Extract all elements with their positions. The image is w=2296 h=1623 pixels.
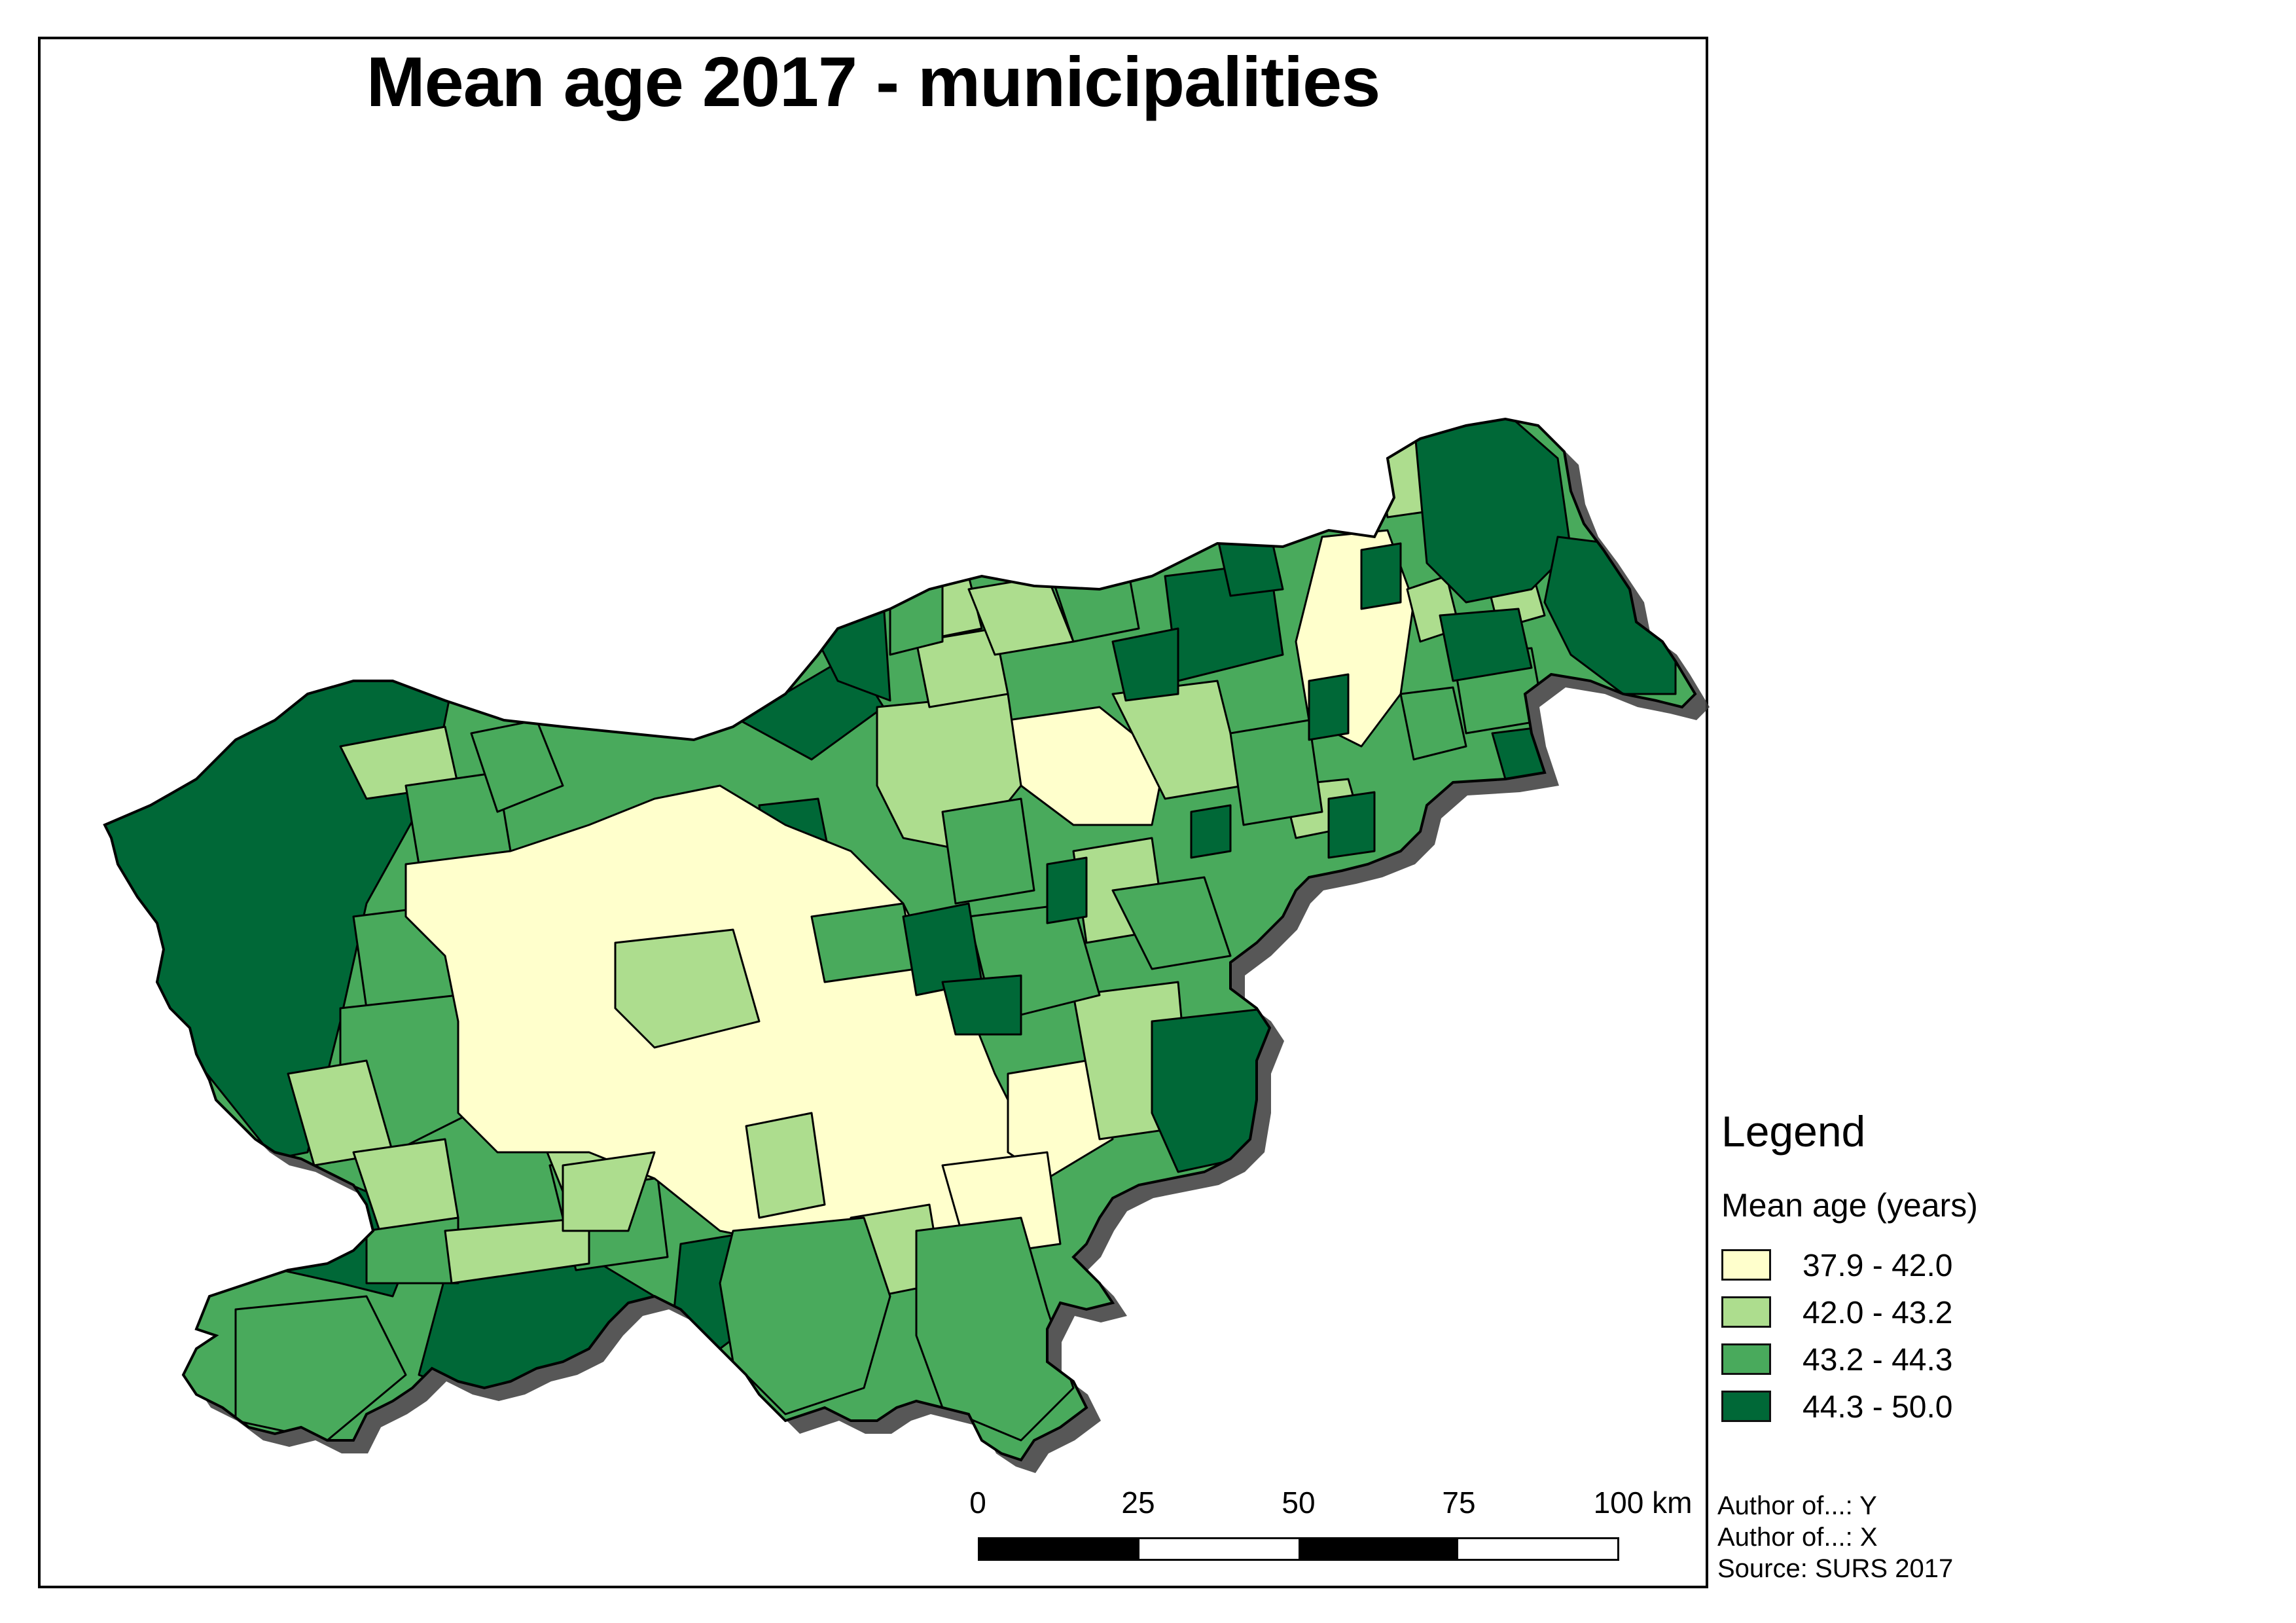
municipality-region — [1229, 719, 1323, 826]
legend-swatch — [1721, 1296, 1771, 1328]
municipality-region — [1439, 608, 1533, 682]
municipality-region — [1046, 856, 1088, 924]
scale-label: 0 — [969, 1486, 986, 1520]
municipality-region — [810, 902, 918, 983]
municipality-region — [1190, 804, 1232, 859]
legend-swatch — [1721, 1391, 1771, 1422]
municipality-region — [562, 1151, 656, 1232]
municipality-region — [470, 719, 564, 813]
scale-segment — [980, 1539, 1139, 1559]
scale-label: 100 km — [1593, 1486, 1693, 1520]
legend-heading: Legend — [1721, 1107, 1866, 1156]
municipality-region — [1007, 1059, 1114, 1180]
legend-label: 44.3 - 50.0 — [1803, 1390, 1953, 1425]
municipality-region — [915, 627, 1009, 708]
municipality-region — [941, 974, 1022, 1036]
legend-field-label: Mean age (years) — [1721, 1187, 1978, 1224]
legend-label: 37.9 - 42.0 — [1803, 1249, 1953, 1283]
municipality-region — [614, 928, 761, 1049]
credit-author-y: Author of...: Y — [1717, 1491, 1877, 1520]
legend-swatch — [1721, 1343, 1771, 1375]
scale-label: 50 — [1282, 1486, 1316, 1520]
municipality-region — [1327, 791, 1376, 859]
scale-segment — [1139, 1539, 1299, 1559]
municipality-region — [745, 1112, 826, 1219]
municipality-region — [234, 1295, 407, 1442]
municipality-region — [1399, 686, 1467, 761]
scale-segment — [1299, 1539, 1458, 1559]
legend-label: 43.2 - 44.3 — [1803, 1343, 1953, 1377]
scale-segment — [1458, 1539, 1617, 1559]
municipality-region — [719, 1216, 891, 1415]
municipality-region — [1111, 876, 1232, 970]
municipality-region — [444, 1216, 590, 1285]
scale-label: 75 — [1442, 1486, 1476, 1520]
municipality-region — [1111, 627, 1179, 702]
credit-source: Source: SURS 2017 — [1717, 1554, 1954, 1583]
scale-bar — [978, 1537, 1619, 1561]
map-title: Mean age 2017 - municipalities — [366, 42, 1381, 121]
municipality-region — [915, 1216, 1075, 1442]
legend-label: 42.0 - 43.2 — [1803, 1296, 1953, 1330]
municipality-region — [941, 797, 1035, 905]
credit-author-x: Author of...: X — [1717, 1523, 1878, 1552]
legend-swatch — [1721, 1249, 1771, 1281]
scale-label: 25 — [1121, 1486, 1155, 1520]
municipality-region — [889, 568, 944, 656]
municipality-region — [1308, 673, 1350, 741]
municipality-region — [1360, 542, 1402, 610]
